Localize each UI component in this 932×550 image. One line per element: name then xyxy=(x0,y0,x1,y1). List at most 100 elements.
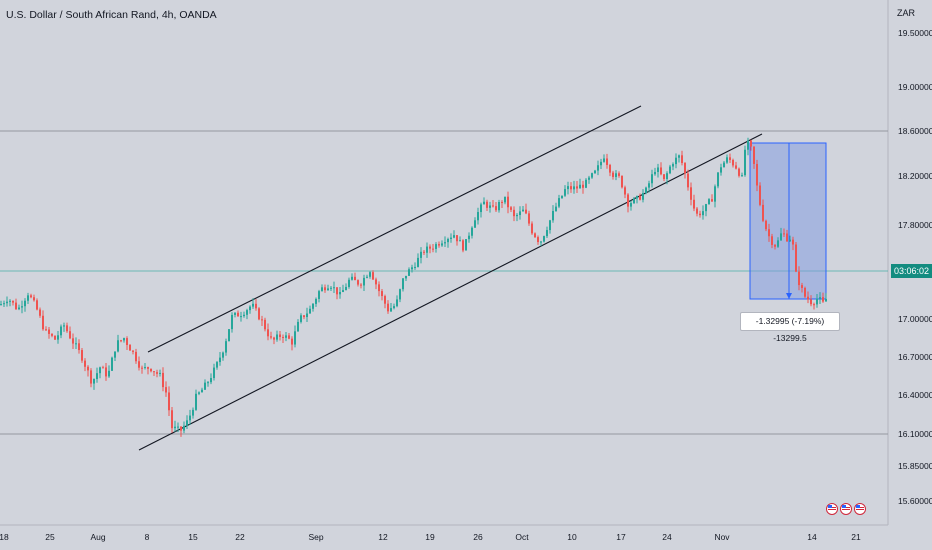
candle-body xyxy=(366,276,368,278)
candle-body xyxy=(765,220,767,230)
candle-body xyxy=(705,204,707,212)
candle-body xyxy=(669,166,671,174)
candle-body xyxy=(57,335,59,340)
candle-body xyxy=(441,243,443,246)
candle-body xyxy=(129,344,131,351)
candle-body xyxy=(756,163,758,186)
candle-body xyxy=(543,236,545,242)
candle-body xyxy=(492,205,494,207)
candle-body xyxy=(108,370,110,377)
candle-body xyxy=(279,334,281,337)
time-tick-label: 24 xyxy=(662,532,672,542)
candle-body xyxy=(621,175,623,188)
candle-body xyxy=(147,367,149,369)
candle-body xyxy=(507,196,509,208)
candle-body xyxy=(408,269,410,276)
candle-body xyxy=(405,275,407,279)
candle-body xyxy=(582,184,584,188)
candle-body xyxy=(378,284,380,292)
candle-body xyxy=(447,238,449,243)
candle-body xyxy=(363,277,365,286)
candle-body xyxy=(399,289,401,300)
candle-body xyxy=(297,321,299,332)
us-flag-event-icon[interactable] xyxy=(826,503,838,515)
candle-body xyxy=(27,295,29,301)
candle-body xyxy=(252,303,254,307)
candle-body xyxy=(519,211,521,215)
candle-body xyxy=(294,331,296,345)
candle-body xyxy=(747,140,749,150)
candle-body xyxy=(156,372,158,374)
candle-body xyxy=(792,239,794,245)
us-flag-event-icon[interactable] xyxy=(840,503,852,515)
candle-body xyxy=(225,341,227,353)
candle-body xyxy=(588,177,590,180)
price-tick-label: 16.40000 xyxy=(898,390,932,400)
candle-body xyxy=(612,172,614,177)
candle-body xyxy=(51,333,53,336)
candle-body xyxy=(348,279,350,287)
candle-body xyxy=(531,223,533,234)
candle-body xyxy=(189,415,191,421)
candle-body xyxy=(87,366,89,371)
candle-body xyxy=(324,287,326,291)
candle-body xyxy=(462,240,464,251)
candle-body xyxy=(504,196,506,203)
currency-label: ZAR xyxy=(897,8,915,18)
candle-body xyxy=(219,357,221,363)
candle-body xyxy=(96,373,98,379)
candle-body xyxy=(105,367,107,377)
candle-body xyxy=(639,196,641,200)
candle-body xyxy=(759,185,761,205)
price-tick-label: 16.10000 xyxy=(898,429,932,439)
measurement-arrow-head xyxy=(786,293,792,299)
candle-body xyxy=(534,233,536,238)
candle-body xyxy=(666,173,668,180)
candle-body xyxy=(72,338,74,344)
candle-body xyxy=(240,316,242,318)
candle-body xyxy=(63,325,65,327)
candle-body xyxy=(672,164,674,167)
candle-body xyxy=(549,220,551,231)
candle-body xyxy=(285,335,287,338)
candle-body xyxy=(489,205,491,208)
candle-body xyxy=(306,313,308,318)
candle-body xyxy=(36,300,38,310)
candle-body xyxy=(609,164,611,173)
candle-body xyxy=(123,338,125,341)
candle-body xyxy=(687,173,689,188)
economic-events[interactable] xyxy=(826,503,866,515)
candle-body xyxy=(126,338,128,345)
candle-body xyxy=(501,201,503,203)
candle-body xyxy=(165,387,167,393)
candle-body xyxy=(288,335,290,339)
candle-body xyxy=(585,179,587,188)
candle-body xyxy=(291,338,293,345)
candle-body xyxy=(282,336,284,338)
price-tick-label: 17.80000 xyxy=(898,220,932,230)
candle-body xyxy=(660,167,662,175)
candle-body xyxy=(117,340,119,352)
candle-body xyxy=(102,367,104,369)
candle-body xyxy=(360,284,362,286)
candle-body xyxy=(789,239,791,242)
candle-body xyxy=(411,267,413,270)
candle-body xyxy=(528,213,530,224)
candle-body xyxy=(591,173,593,178)
candle-body xyxy=(120,340,122,342)
candle-body xyxy=(264,319,266,330)
candle-body xyxy=(624,187,626,195)
candle-body xyxy=(816,298,818,305)
candle-body xyxy=(450,237,452,239)
time-tick-label: Aug xyxy=(90,532,105,542)
candle-body xyxy=(90,370,92,384)
candle-body xyxy=(393,306,395,309)
candle-body xyxy=(345,286,347,291)
us-flag-event-icon[interactable] xyxy=(854,503,866,515)
candle-body xyxy=(474,220,476,228)
candle-body xyxy=(243,314,245,317)
candle-body xyxy=(807,296,809,300)
time-tick-label: Oct xyxy=(515,532,529,542)
